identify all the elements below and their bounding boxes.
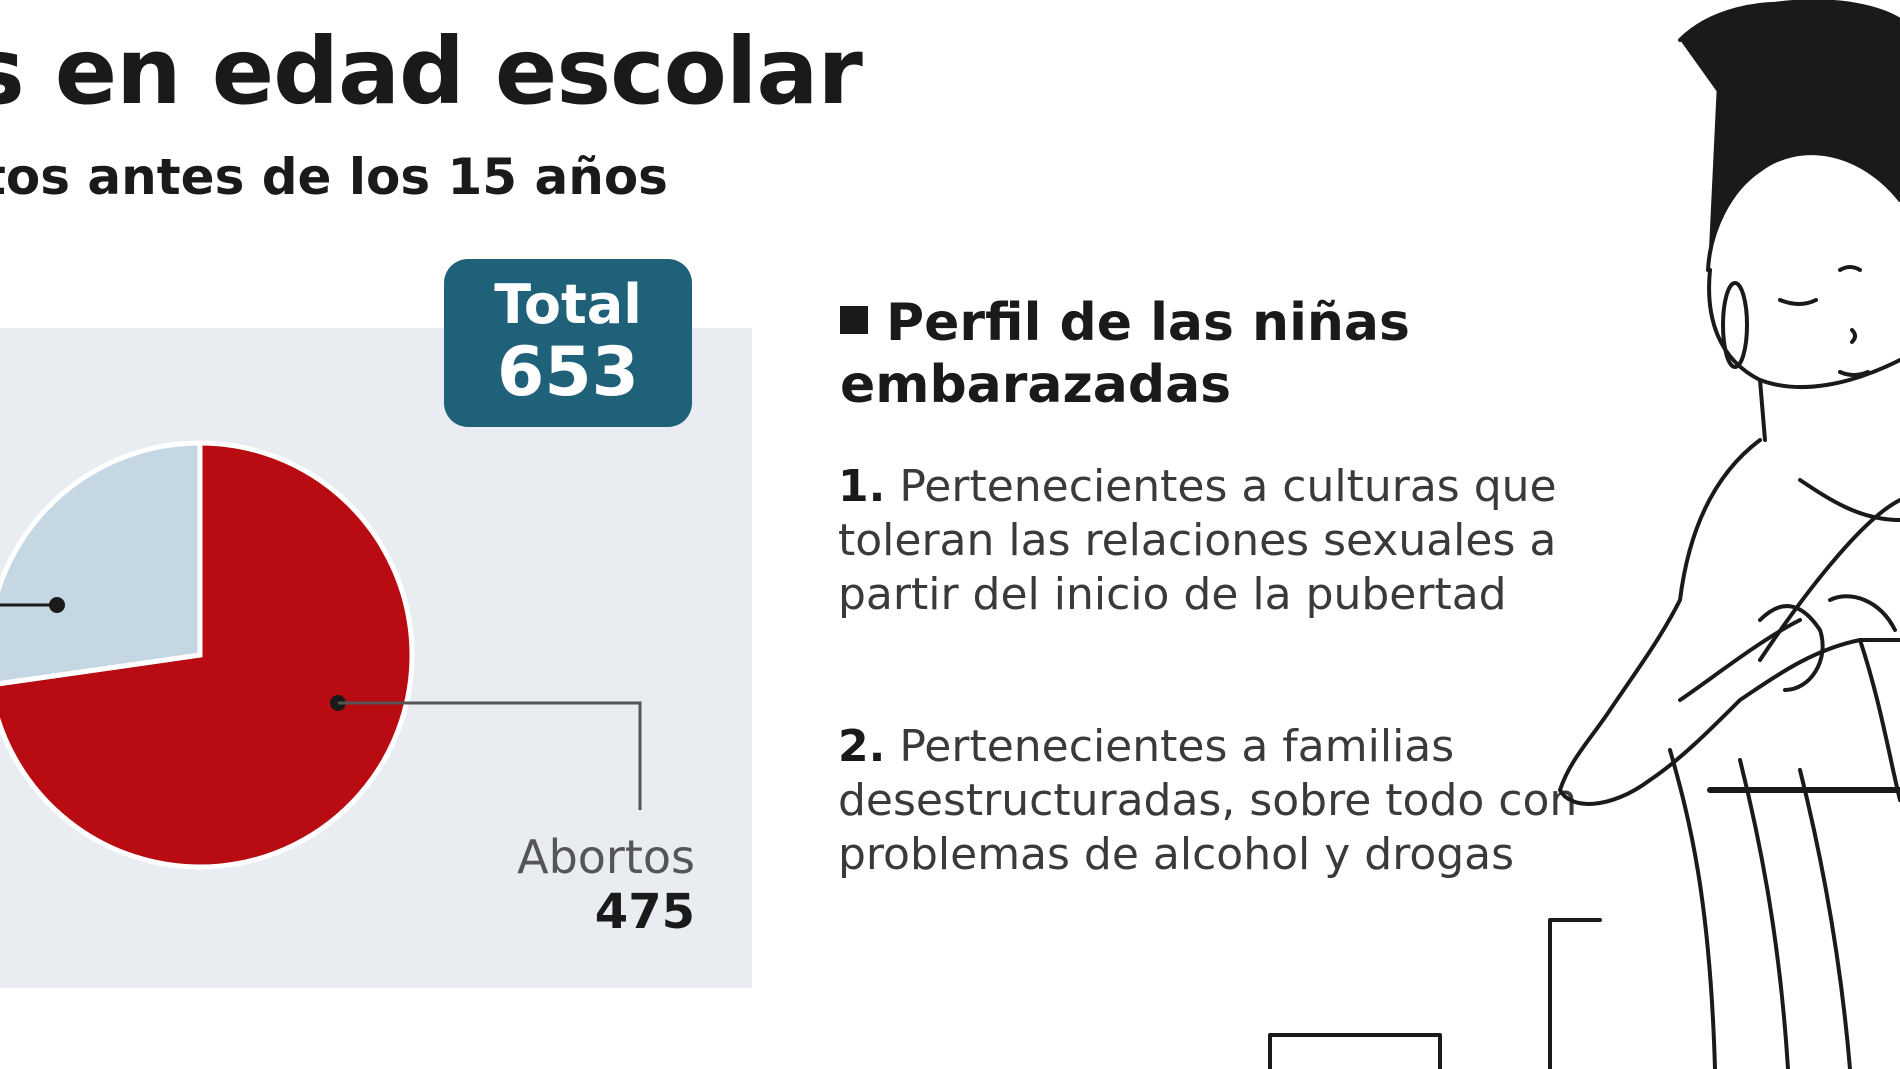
profile-point-1-number: 1. (838, 461, 886, 512)
girl-illustration (1268, 0, 1900, 1069)
infographic-subtitle: tos antes de los 15 años (0, 148, 668, 206)
profile-point-2: 2. Pertenecientes a familias desestructu… (838, 720, 1598, 882)
total-label: Total (494, 273, 642, 336)
abortos-leader (338, 701, 642, 810)
infographic-title: s en edad escolar (0, 18, 863, 125)
abortos-value: 475 (594, 884, 695, 940)
pie-slice-abortos (0, 440, 415, 870)
abortos-label: Abortos (517, 830, 695, 884)
profile-heading: Perfil de las niñas embarazadas (840, 292, 1460, 416)
pie-slice-resto (0, 440, 203, 687)
pie-chart (0, 440, 642, 870)
profile-point-1-text: Pertenecientes a culturas que toleran la… (838, 461, 1557, 620)
total-badge: Total 653 (444, 259, 692, 427)
profile-heading-text: Perfil de las niñas embarazadas (840, 293, 1410, 415)
total-value: 653 (497, 333, 639, 412)
square-bullet-icon (840, 306, 868, 334)
profile-point-2-number: 2. (838, 721, 886, 772)
profile-point-2-text: Pertenecientes a familias desestructurad… (838, 721, 1578, 880)
profile-point-1: 1. Pertenecientes a culturas que toleran… (838, 460, 1598, 622)
